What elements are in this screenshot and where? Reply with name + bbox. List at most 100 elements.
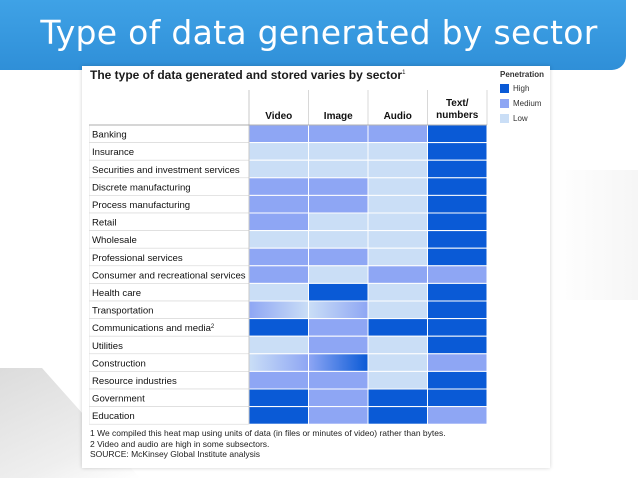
heatmap-cell xyxy=(248,230,309,249)
heatmap-cell xyxy=(248,247,309,267)
row-label: Banking xyxy=(92,130,127,141)
heatmap-cell xyxy=(427,318,488,337)
row-label: Communications and media2 xyxy=(92,323,215,334)
heatmap-cell xyxy=(427,282,488,302)
heatmap-cell xyxy=(367,353,428,372)
heatmap-cell xyxy=(367,142,428,161)
heatmap-cell xyxy=(248,370,309,390)
heatmap-cell xyxy=(248,265,309,284)
heatmap-cell xyxy=(308,159,369,179)
heatmap-cell xyxy=(248,142,309,161)
row-label: Discrete manufacturing xyxy=(92,182,191,193)
heatmap-cell xyxy=(248,124,309,144)
row-label: Securities and investment services xyxy=(92,165,240,176)
title-banner xyxy=(0,0,626,70)
heatmap-cell xyxy=(427,388,488,408)
heatmap-cell xyxy=(248,353,309,372)
heatmap-cell xyxy=(367,177,428,196)
heatmap-cell xyxy=(427,247,488,267)
heatmap-cell xyxy=(367,230,428,249)
row-label: Health care xyxy=(92,288,141,299)
heatmap: Video Image Audio Text/numbers Banking Insura… xyxy=(89,90,488,425)
heatmap-cell xyxy=(248,406,309,425)
heatmap-cell xyxy=(427,406,488,425)
heatmap-cell xyxy=(427,212,488,232)
heatmap-cell xyxy=(427,300,488,320)
footnotes: 1 We compiled this heat map using units … xyxy=(90,428,446,460)
heatmap-cell xyxy=(367,159,428,179)
row-label: Consumer and recreational services xyxy=(92,270,246,281)
heatmap-cell xyxy=(308,124,369,144)
column-header: Image xyxy=(324,111,353,122)
heatmap-cell xyxy=(248,177,309,196)
heatmap-cell xyxy=(367,300,428,320)
heatmap-cell xyxy=(308,230,369,249)
row-label: Retail xyxy=(92,218,117,229)
legend-swatch-high xyxy=(500,84,509,93)
heatmap-cell xyxy=(367,406,428,425)
heatmap-cell xyxy=(308,300,369,320)
row-label: Government xyxy=(92,394,145,405)
heatmap-cell xyxy=(427,159,488,179)
heatmap-cell xyxy=(367,282,428,302)
legend-swatch-low xyxy=(500,114,509,123)
heatmap-cell xyxy=(248,388,309,408)
footnote-1: 1 We compiled this heat map using units … xyxy=(90,428,446,438)
heatmap-cell xyxy=(367,124,428,144)
heatmap-cell xyxy=(308,247,369,267)
footnote-2: 2 Video and audio are high in some subse… xyxy=(90,438,270,449)
heatmap-cell xyxy=(367,318,428,337)
legend-label-medium: Medium xyxy=(513,99,542,108)
heatmap-cell xyxy=(367,265,428,284)
chart-title: The type of data generated and stored va… xyxy=(90,68,406,82)
heatmap-cell xyxy=(427,177,488,196)
legend-item-medium: Medium xyxy=(500,99,548,108)
heatmap-cell xyxy=(367,212,428,232)
heatmap-cell xyxy=(308,282,369,302)
source-note: SOURCE: McKinsey Global Institute analys… xyxy=(90,449,261,459)
row-label: Utilities xyxy=(92,341,123,352)
heatmap-cell xyxy=(367,335,428,355)
heatmap-cell xyxy=(427,230,488,249)
decorative-stripe-right xyxy=(550,170,638,300)
legend-item-low: Low xyxy=(500,114,548,123)
heatmap-cell xyxy=(308,335,369,355)
heatmap-cell xyxy=(308,318,369,337)
row-label: Professional services xyxy=(92,253,183,264)
legend-label-high: High xyxy=(513,84,530,93)
heatmap-cell xyxy=(248,300,309,320)
heatmap-cell xyxy=(248,159,309,179)
column-header: Audio xyxy=(384,111,412,122)
heatmap-cell xyxy=(248,282,309,302)
heatmap-cell xyxy=(308,265,369,284)
heatmap-cell xyxy=(367,194,428,214)
column-header: Video xyxy=(265,111,292,122)
heatmap-cell xyxy=(427,194,488,214)
heatmap-cell xyxy=(427,142,488,161)
legend-title: Penetration xyxy=(500,70,545,79)
row-label: Process manufacturing xyxy=(92,200,190,211)
heatmap-cell xyxy=(248,335,309,355)
heatmap-cell xyxy=(308,177,369,196)
heatmap-cell xyxy=(248,212,309,232)
heatmap-cell xyxy=(308,212,369,232)
heatmap-cell xyxy=(308,353,369,372)
heatmap-cell xyxy=(367,388,428,408)
heatmap-cell xyxy=(427,124,488,144)
heatmap-cell xyxy=(427,335,488,355)
legend: Penetration High Medium Low xyxy=(500,70,548,129)
row-label: Wholesale xyxy=(92,235,137,246)
row-label: Transportation xyxy=(92,306,154,317)
legend-swatch-medium xyxy=(500,99,509,108)
heatmap-cell xyxy=(308,142,369,161)
heatmap-cell xyxy=(427,265,488,284)
heatmap-cell xyxy=(367,370,428,390)
slide-title: Type of data generated by sector xyxy=(40,13,598,52)
heatmap-cell xyxy=(248,194,309,214)
column-header: Text/numbers xyxy=(436,98,479,121)
heatmap-cell xyxy=(308,370,369,390)
legend-item-high: High xyxy=(500,84,548,93)
heatmap-cell xyxy=(308,194,369,214)
chart-title-footnote: 1 xyxy=(402,70,406,76)
heatmap-cell xyxy=(427,370,488,390)
